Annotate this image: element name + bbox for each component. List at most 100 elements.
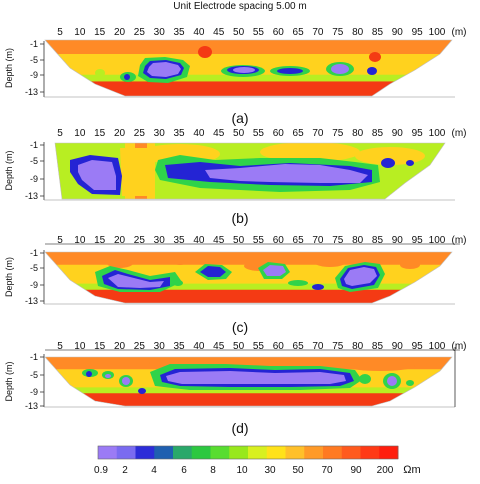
- x-tick-label: 30: [154, 27, 166, 38]
- anomaly: [314, 257, 346, 267]
- anomaly: [147, 62, 181, 77]
- x-unit-label: (m): [452, 128, 467, 139]
- x-tick-label: 55: [253, 128, 265, 139]
- x-tick-label: 5: [57, 128, 63, 139]
- anomaly: [90, 358, 150, 368]
- green-band: [45, 387, 452, 394]
- x-tick-label: 90: [392, 128, 404, 139]
- section-outline: [44, 39, 453, 97]
- x-tick-label: 30: [154, 128, 166, 139]
- x-tick-label: 10: [74, 235, 86, 246]
- y-axis-label: Depth (m): [4, 150, 14, 190]
- x-tick-label: 40: [193, 27, 205, 38]
- anomaly: [345, 361, 415, 371]
- y-tick-label: -9: [30, 70, 38, 80]
- colorbar-tick-label: 10: [236, 465, 248, 476]
- resistivity-field: [45, 357, 452, 406]
- colorbar-swatch: [248, 446, 268, 459]
- y-axis-label: Depth (m): [4, 257, 14, 297]
- anomaly: [86, 371, 92, 377]
- colorbar-tick-label: 2: [122, 465, 128, 476]
- x-tick-label: 75: [332, 341, 344, 352]
- colorbar-swatch: [173, 446, 193, 459]
- colorbar-swatch: [285, 446, 305, 459]
- colorbar-tick-label: 30: [264, 465, 276, 476]
- x-unit-label: (m): [452, 341, 467, 352]
- x-tick-label: 35: [173, 235, 185, 246]
- green-band: [45, 74, 452, 82]
- x-tick-label: 40: [193, 341, 205, 352]
- colorbar-swatch: [323, 446, 343, 459]
- colorbar-tick-label: 4: [151, 465, 157, 476]
- x-tick-label: 75: [332, 235, 344, 246]
- anomaly: [105, 374, 111, 378]
- x-tick-label: 20: [114, 235, 126, 246]
- panel-d: 5 10 15 20 25 30 35 40 45 50 55 60 65 70 75 80 85 90 95 100…: [4, 341, 467, 436]
- x-tick-label: 35: [173, 128, 185, 139]
- colorbar-tick-label: 6: [181, 465, 187, 476]
- y-tick-label: -9: [30, 387, 38, 397]
- anomaly: [124, 74, 130, 80]
- colorbar-tick-label: 70: [321, 465, 333, 476]
- colorbar-tick-label: 200: [377, 465, 394, 476]
- y-tick-label: -1: [30, 248, 38, 258]
- x-tick-label: 5: [57, 341, 63, 352]
- section-outline: [44, 356, 453, 407]
- y-tick-label: -5: [30, 156, 38, 166]
- x-tick-label: 15: [94, 27, 106, 38]
- y-tick-label: -13: [25, 296, 38, 306]
- x-tick-label: 15: [94, 341, 106, 352]
- colorbar-swatch: [341, 446, 361, 459]
- x-unit-label: (m): [452, 235, 467, 246]
- x-tick-label: 80: [352, 128, 364, 139]
- panel-label: (d): [231, 420, 248, 436]
- x-tick-label: 50: [233, 27, 245, 38]
- anomaly: [406, 160, 414, 166]
- x-tick-label: 45: [213, 341, 225, 352]
- resistivity-field: [45, 252, 452, 303]
- x-tick-label: 15: [94, 128, 106, 139]
- colorbar-swatch: [379, 446, 399, 459]
- x-tick-label: 70: [312, 128, 324, 139]
- x-tick-label: 30: [154, 341, 166, 352]
- colorbar-tick-label: 8: [210, 465, 216, 476]
- x-tick-label: 85: [372, 128, 384, 139]
- x-tick-label: 85: [372, 27, 384, 38]
- x-tick-label: 95: [412, 27, 424, 38]
- anomaly: [359, 374, 371, 384]
- x-tick-label: 95: [412, 341, 424, 352]
- x-tick-label: 60: [273, 235, 285, 246]
- anomaly: [406, 380, 414, 386]
- anomaly: [173, 280, 183, 286]
- colorbar-swatch: [266, 446, 286, 459]
- green-band: [45, 283, 452, 290]
- colorbar-swatch: [98, 446, 118, 459]
- x-tick-label: 15: [94, 235, 106, 246]
- y-axis-label: Depth (m): [4, 361, 14, 401]
- x-tick-label: 70: [312, 341, 324, 352]
- anomaly: [288, 280, 308, 286]
- x-tick-label: 80: [352, 341, 364, 352]
- x-tick-label: 45: [213, 128, 225, 139]
- anomaly: [78, 160, 116, 190]
- x-tick-label: 40: [193, 235, 205, 246]
- x-tick-label: 85: [372, 235, 384, 246]
- x-tick-label: 60: [273, 341, 285, 352]
- x-tick-label: 55: [253, 235, 265, 246]
- anomaly: [369, 52, 381, 62]
- colorbar-swatch: [304, 446, 324, 459]
- x-tick-label: 25: [134, 235, 146, 246]
- anomaly: [122, 377, 130, 385]
- x-tick-label: 5: [57, 27, 63, 38]
- anomaly: [367, 67, 377, 75]
- resistivity-field: [55, 143, 445, 199]
- y-tick-label: -9: [30, 174, 38, 184]
- figure-title: Unit Electrode spacing 5.00 m: [173, 1, 307, 12]
- colorbar-tick-label: 0.9: [94, 465, 108, 476]
- anomaly: [120, 148, 150, 196]
- x-tick-label: 35: [173, 341, 185, 352]
- x-tick-label: 75: [332, 27, 344, 38]
- x-tick-label: 50: [233, 128, 245, 139]
- y-tick-label: -5: [30, 55, 38, 65]
